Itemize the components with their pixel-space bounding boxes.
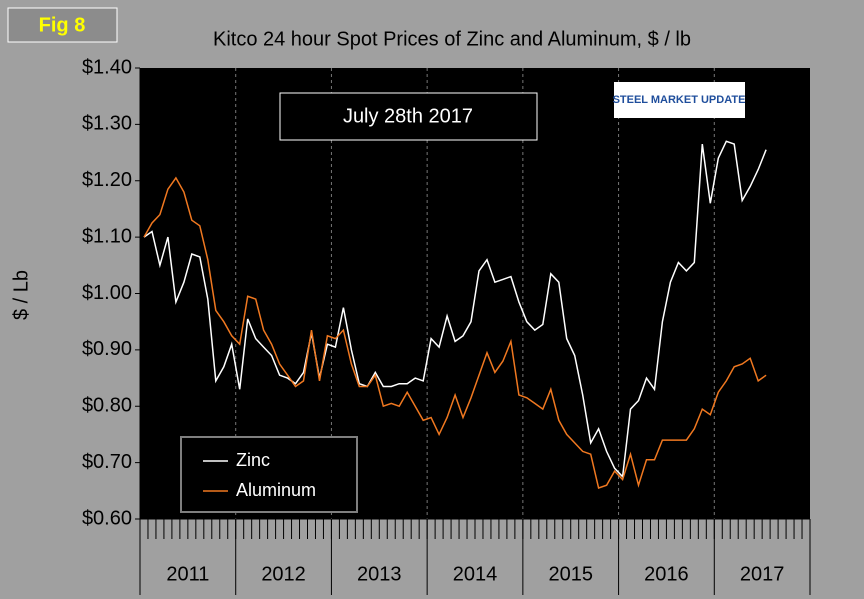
- y-tick-label: $1.40: [82, 56, 132, 78]
- x-group-label: 2013: [357, 563, 402, 585]
- legend-label: Aluminum: [236, 480, 316, 500]
- y-tick-label: $1.10: [82, 225, 132, 247]
- chart-title: Kitco 24 hour Spot Prices of Zinc and Al…: [213, 28, 691, 50]
- x-group-label: 2017: [740, 563, 785, 585]
- logo-box: [614, 82, 745, 118]
- y-tick-label: $0.80: [82, 395, 132, 417]
- y-tick-label: $1.20: [82, 169, 132, 191]
- figure-label: Fig 8: [39, 14, 86, 36]
- annotation-box: [279, 92, 538, 141]
- x-group-label: 2016: [644, 563, 689, 585]
- y-tick-label: $0.90: [82, 338, 132, 360]
- series-line: [143, 140, 767, 479]
- y-tick-label: $1.30: [82, 113, 132, 135]
- y-tick-label: $0.70: [82, 451, 132, 473]
- x-group-label: 2015: [548, 563, 593, 585]
- legend: [180, 436, 358, 513]
- figure-label-box: [7, 7, 118, 43]
- x-group-label: 2011: [166, 563, 209, 585]
- y-tick-label: $1.00: [82, 282, 132, 304]
- logo: STEEL MARKET UPDATE: [613, 94, 746, 106]
- legend-label: Zinc: [236, 450, 270, 470]
- series-line: [143, 176, 767, 489]
- y-axis-label: $ / Lb: [10, 270, 32, 320]
- x-group-label: 2012: [261, 563, 306, 585]
- annotation: July 28th 2017: [343, 105, 473, 127]
- x-group-label: 2014: [453, 563, 498, 585]
- y-tick-label: $0.60: [82, 507, 132, 529]
